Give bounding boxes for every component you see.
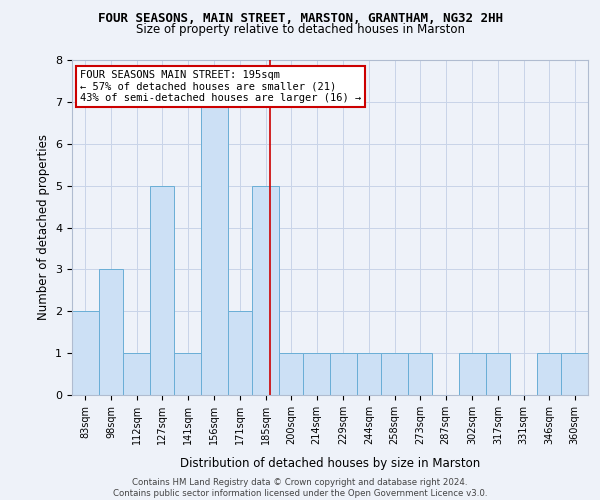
Text: Distribution of detached houses by size in Marston: Distribution of detached houses by size … — [180, 458, 480, 470]
Text: FOUR SEASONS, MAIN STREET, MARSTON, GRANTHAM, NG32 2HH: FOUR SEASONS, MAIN STREET, MARSTON, GRAN… — [97, 12, 503, 26]
Text: FOUR SEASONS MAIN STREET: 195sqm
← 57% of detached houses are smaller (21)
43% o: FOUR SEASONS MAIN STREET: 195sqm ← 57% o… — [80, 70, 361, 103]
Bar — [279, 353, 304, 395]
Y-axis label: Number of detached properties: Number of detached properties — [37, 134, 50, 320]
Bar — [459, 353, 485, 395]
Bar — [72, 311, 98, 395]
Text: Size of property relative to detached houses in Marston: Size of property relative to detached ho… — [136, 22, 464, 36]
Text: Contains HM Land Registry data © Crown copyright and database right 2024.
Contai: Contains HM Land Registry data © Crown c… — [113, 478, 487, 498]
Bar — [381, 353, 408, 395]
Bar — [98, 270, 123, 395]
Bar — [252, 186, 279, 395]
Bar — [356, 353, 381, 395]
Bar — [562, 353, 588, 395]
Bar — [227, 311, 252, 395]
Bar — [537, 353, 562, 395]
Bar — [330, 353, 356, 395]
Bar — [201, 102, 227, 395]
Bar — [175, 353, 201, 395]
Bar — [304, 353, 330, 395]
Bar — [123, 353, 150, 395]
Bar — [150, 186, 175, 395]
Bar — [485, 353, 510, 395]
Bar — [408, 353, 433, 395]
